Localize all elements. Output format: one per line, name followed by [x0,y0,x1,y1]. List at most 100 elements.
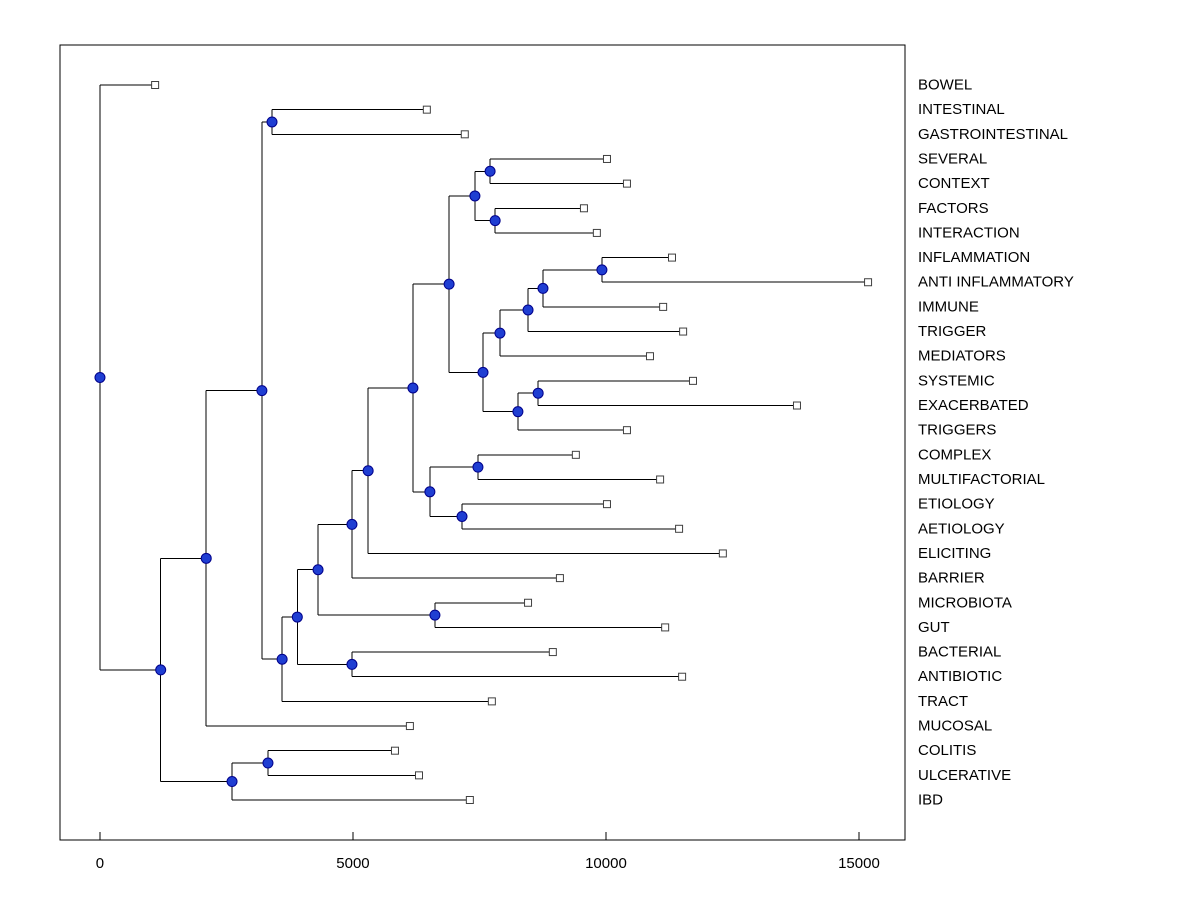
cluster-node-dot [537,282,549,294]
leaf-marker-square [667,253,676,262]
cluster-node-dot [522,304,534,316]
leaf-marker-square [390,746,399,755]
leaf-marker-square [524,598,533,607]
cluster-node-dot [407,382,419,394]
cluster-node-dot [362,465,374,477]
leaf-marker-square [422,105,431,114]
leaf-label: MICROBIOTA [918,594,1012,611]
leaf-marker-square [405,722,414,731]
x-tick-label: 0 [96,855,104,872]
leaf-label: BARRIER [918,570,985,587]
leaf-label: ULCERATIVE [918,767,1011,784]
cluster-nodes [94,116,608,788]
leaf-label: TRIGGER [918,323,987,340]
leaf-marker-square [602,154,611,163]
leaf-marker-square [151,81,160,89]
leaf-label: IBD [918,792,943,809]
leaf-label: BOWEL [918,77,972,94]
leaf-marker-square [555,574,564,583]
leaf-marker-square [675,524,684,533]
leaf-marker-square [487,697,496,706]
leaf-label: INFLAMMATION [918,249,1030,266]
leaf-label: GUT [918,619,950,636]
leaf-marker-square [645,352,654,361]
leaf-marker-square [548,648,557,657]
leaf-marker-square [465,796,474,804]
cluster-node-dot [312,564,324,576]
leaf-label: COMPLEX [918,446,991,463]
cluster-node-dot [596,264,608,276]
cluster-node-dot [429,609,441,621]
cluster-node-dot [346,518,358,530]
cluster-node-dot [489,215,501,227]
cluster-node-dot [469,190,481,202]
cluster-node-dot [346,658,358,670]
cluster-node-dot [477,366,489,378]
x-tick-label: 10000 [585,855,627,872]
leaf-marker-square [679,327,688,336]
leaf-marker-square [661,623,670,632]
leaf-label: TRACT [918,693,968,710]
cluster-node-dot [512,406,524,418]
leaf-marker-square [579,204,588,213]
cluster-node-dot [226,776,238,788]
leaf-label: EXACERBATED [918,397,1029,414]
leaf-marker-square [602,500,611,509]
plot-box [59,44,906,841]
cluster-node-dot [456,510,468,522]
leaf-label: MULTIFACTORIAL [918,471,1045,488]
leaf-label: GASTROINTESTINAL [918,126,1068,143]
leaf-label: SEVERAL [918,150,987,167]
x-tick-label: 5000 [336,855,369,872]
leaf-label: MUCOSAL [918,718,992,735]
leaf-markers: BOWEL INTESTINAL GASTROINTESTINAL SEVERAL CO… [151,77,1074,809]
leaf-marker-square [414,771,423,780]
cluster-node-dot [94,371,106,383]
leaf-marker-square [571,450,580,459]
leaf-label: TRIGGERS [918,422,996,439]
leaf-marker-square [718,549,727,558]
leaf-marker-square [656,475,665,484]
x-axis: 0 5000 10000 15000 [96,832,880,872]
leaf-marker-square [622,179,631,188]
leaf-marker-square [792,401,801,410]
cluster-node-dot [472,461,484,473]
leaf-marker-square [460,130,469,139]
leaf-label: INTESTINAL [918,101,1005,118]
cluster-node-dot [266,116,278,128]
leaf-label: SYSTEMIC [918,372,995,389]
leaf-label: FACTORS [918,200,989,217]
cluster-node-dot [256,385,268,397]
cluster-node-dot [262,757,274,769]
leaf-label: ANTI INFLAMMATORY [918,274,1074,291]
leaf-label: IMMUNE [918,298,979,315]
cluster-node-dot [532,387,544,399]
leaf-label: ANTIBIOTIC [918,668,1002,685]
leaf-label: INTERACTION [918,224,1020,241]
cluster-node-dot [494,327,506,339]
leaf-label: COLITIS [918,742,976,759]
leaf-label: MEDIATORS [918,348,1006,365]
cluster-node-dot [155,664,167,676]
leaf-marker-square [864,278,873,287]
leaf-label: BACTERIAL [918,644,1001,661]
leaf-marker-square [592,228,601,237]
leaf-marker-square [678,672,687,681]
cluster-node-dot [484,165,496,177]
leaf-marker-square [688,376,697,385]
cluster-node-dot [443,278,455,290]
leaf-marker-square [659,302,668,311]
cluster-node-dot [291,611,303,623]
leaf-marker-square [622,426,631,435]
leaf-label: ETIOLOGY [918,496,995,513]
x-tick-label: 15000 [838,855,880,872]
cluster-node-dot [424,486,436,498]
branches [99,84,869,801]
leaf-label: ELICITING [918,545,991,562]
cluster-node-dot [200,552,212,564]
leaf-label: AETIOLOGY [918,520,1005,537]
leaf-label: CONTEXT [918,175,990,192]
cluster-node-dot [276,653,288,665]
